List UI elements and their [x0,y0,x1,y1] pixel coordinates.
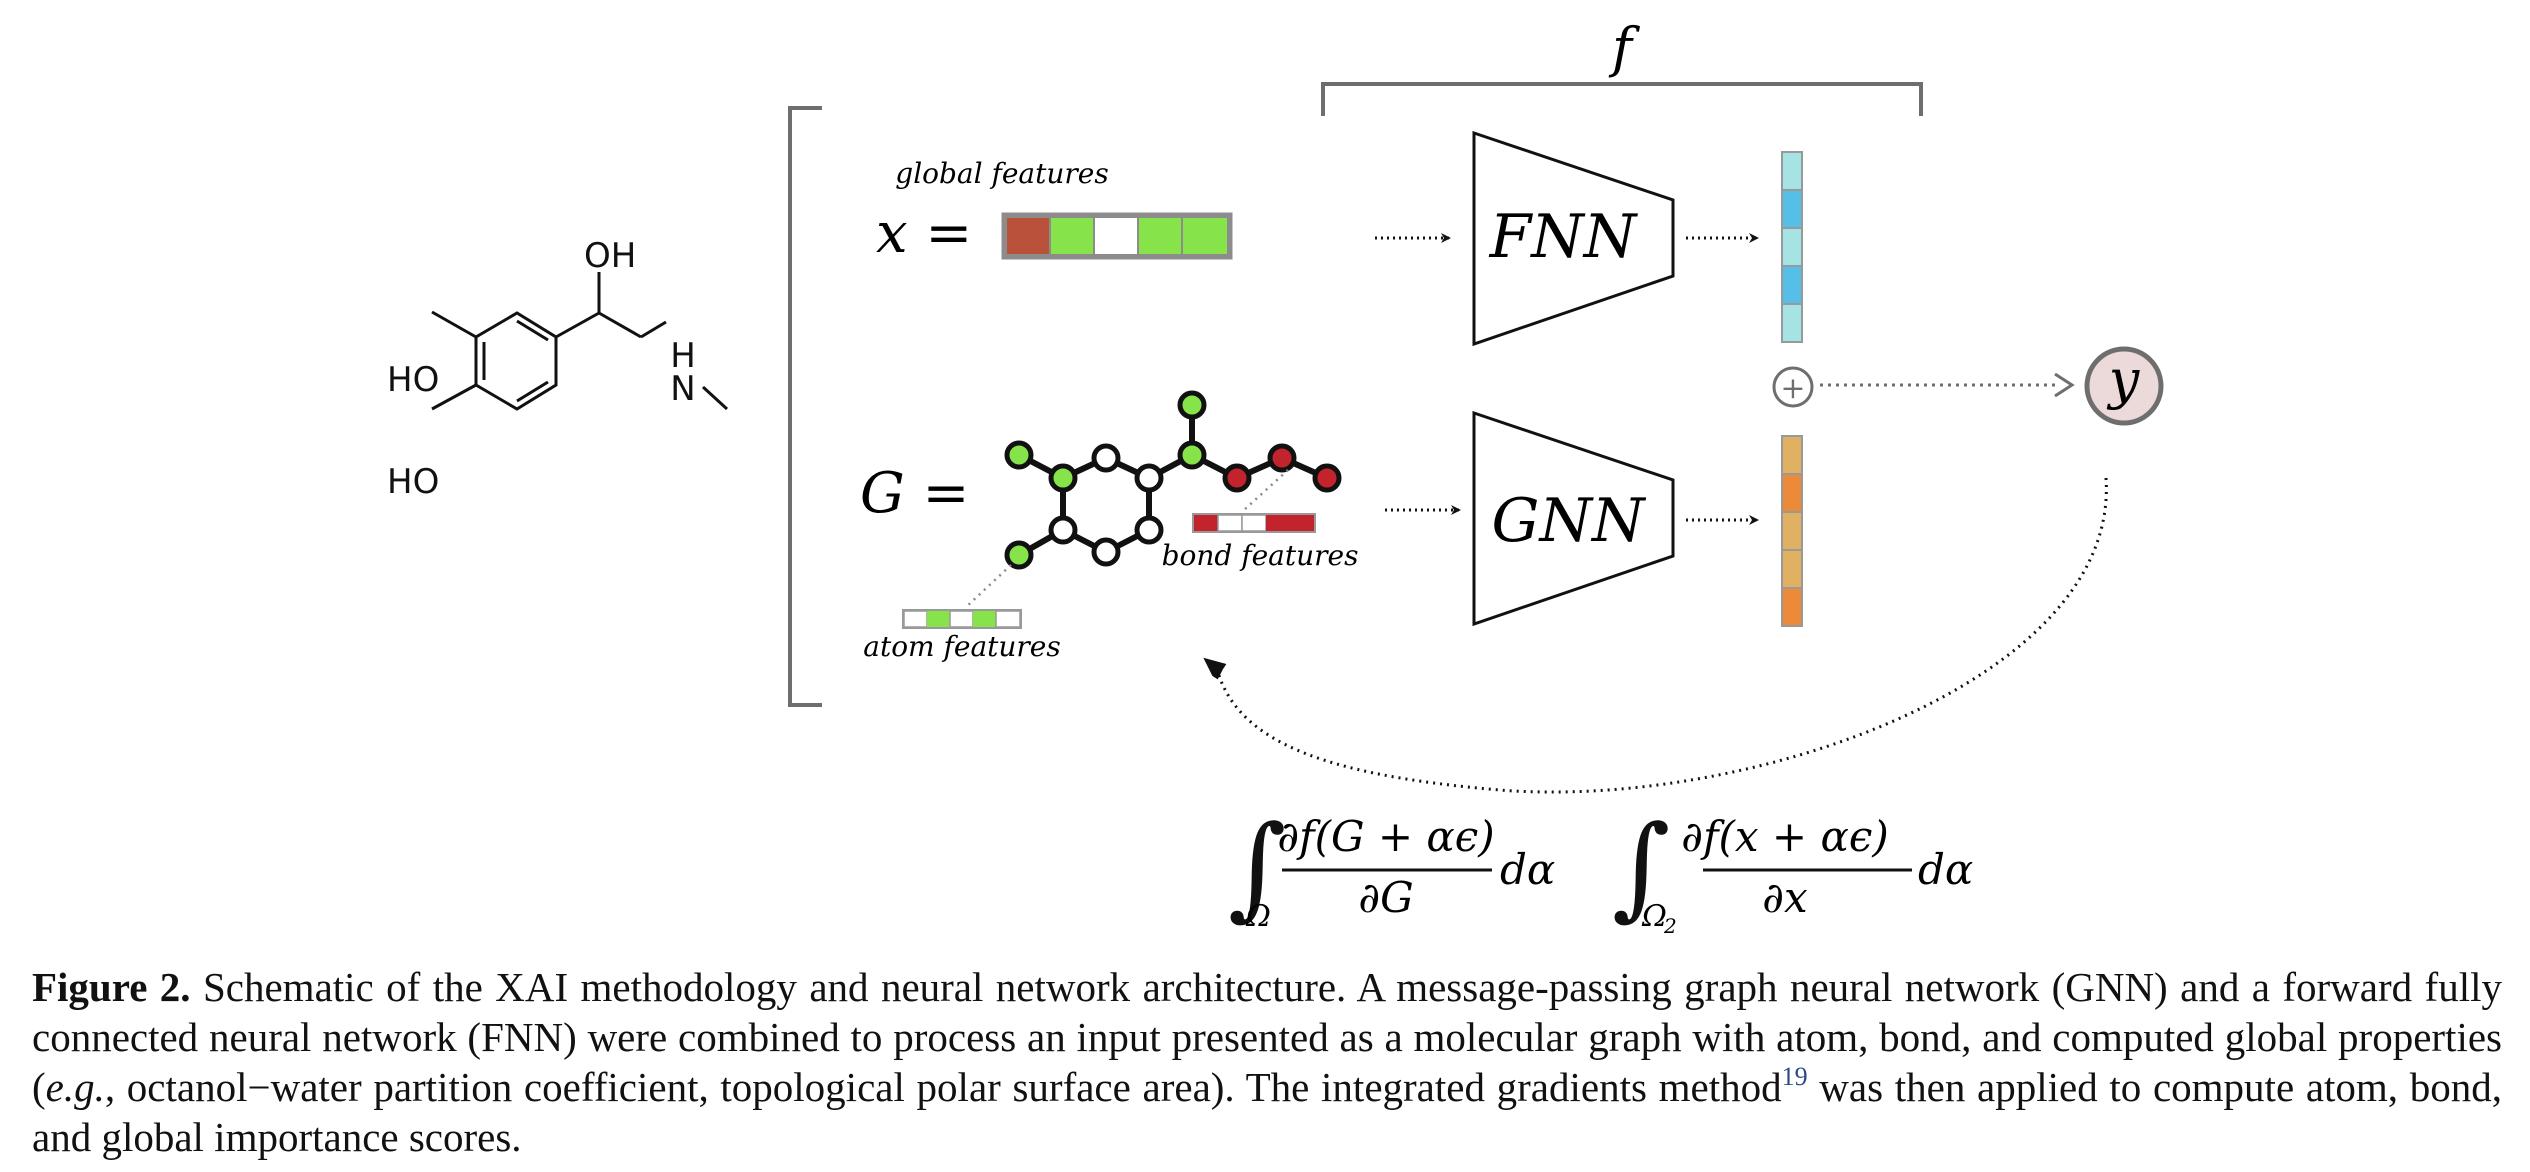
graph-atom-green [1048,463,1078,493]
formula2-subscript: Ω [1641,899,1667,934]
global-feature-cell-green [1137,216,1183,256]
x-equals-label: x = [876,201,972,266]
global-feature-cell-brown [1005,216,1051,256]
arrow-plus-to-y-head [2054,372,2075,398]
atom-features-label: atom features [863,630,1061,663]
molecule-structure [431,272,729,411]
plus-node: + [1772,366,1814,408]
caption-label: Figure 2. [32,964,191,1010]
caption-text-c: was then applied to compute atom, bond, … [32,1064,2502,1160]
bond-feature-cell-red [1194,515,1218,531]
bond-feature-cell-red [1266,515,1290,531]
formula-global-gradient: ∫ Ω 2 ∂f(x + αϵ) ∂x dα [1612,802,1973,938]
bond-features-label: bond features [1162,539,1359,572]
graph-atom-white [1134,463,1164,493]
gnn-label: GNN [1492,486,1647,556]
bond-features-pointer [1243,469,1289,511]
graph-atom-green [1004,440,1034,470]
gradient-feedback-arrow [1213,477,2108,794]
atom-label-n: N [670,369,695,409]
formula2-tail: dα [1918,845,1973,894]
atom-feature-cell-white [995,610,1021,628]
atom-label-ho-bottom: HO [387,462,439,502]
molecular-graph [1004,390,1342,570]
atom-features-pointer [964,564,1012,609]
f-bracket [1321,82,1923,116]
bond-feature-cell-white [1241,514,1267,532]
atom-feature-cell-white [949,610,974,628]
fnn-label: FNN [1489,202,1639,272]
atom-feature-cell-green [927,611,950,627]
f-label: f [1608,16,1640,79]
global-feature-cell-green [1049,216,1095,256]
caption-text-a: Schematic of the XAI methodology and neu… [32,964,2502,1110]
formula1-numerator: ∂f(G + αϵ) [1277,812,1494,861]
integral-sign: ∫ [1612,802,1670,932]
global-features-label: global features [895,157,1108,190]
global-feature-cell-white [1093,216,1139,256]
atom-label-ho-top: HO [387,360,439,400]
input-bracket [788,106,822,707]
gnn-embedding-vector [1781,435,1803,627]
caption-eg: e.g. [45,1064,105,1110]
integral-sign: ∫ [1228,802,1286,932]
gnn-block: GNN [1472,410,1675,627]
graph-atom-white [1091,537,1121,567]
plus-symbol: + [1780,371,1805,406]
atom-label-h: H [670,336,696,376]
graph-atoms [1004,390,1342,570]
molecule-atom-labels: OH H N HO HO [387,236,696,502]
atom-label-oh: OH [584,236,636,276]
graph-atom-white [1091,443,1121,473]
formula2-subscript-index: 2 [1663,914,1677,938]
formula2-numerator: ∂f(x + αϵ) [1681,812,1889,861]
y-label: y [2107,348,2141,411]
graph-atom-green [1177,390,1207,420]
global-feature-cell-green [1181,216,1229,256]
graph-atom-red [1267,443,1297,473]
output-y-node: y [2084,346,2164,426]
bond-feature-cell-red [1290,515,1314,531]
figure-caption: Figure 2. Schematic of the XAI methodolo… [32,962,2502,1162]
formula1-tail: dα [1500,845,1555,894]
graph-atom-red [1312,463,1342,493]
graph-atom-green [1004,540,1034,570]
atom-feature-cell-green [973,611,996,627]
bond-feature-vector [1192,513,1316,533]
fnn-block: FNN [1472,130,1675,347]
global-feature-vector [1001,212,1233,260]
formula1-denominator: ∂G [1358,873,1413,922]
caption-reference[interactable]: 19 [1781,1062,1808,1091]
graph-atom-green [1177,440,1207,470]
graph-atom-red [1222,463,1252,493]
graph-atom-white [1048,515,1078,545]
g-equals-label: G = [860,461,969,526]
formula1-subscript: Ω [1245,899,1271,934]
bond-feature-cell-white [1217,514,1243,532]
gradient-feedback-arrowhead [1203,657,1227,680]
atom-feature-vector [902,609,1022,629]
figure-2-schematic: OH H N HO HO f global features x = G = [387,16,2164,938]
atom-feature-cell-white [903,610,928,628]
graph-atom-white [1134,515,1164,545]
fnn-embedding-vector [1781,151,1803,343]
formula2-denominator: ∂x [1762,873,1808,922]
caption-text-b: , octanol−water partition coefficient, t… [104,1064,1782,1110]
formula-graph-gradient: ∫ Ω ∂f(G + αϵ) ∂G dα [1228,802,1555,934]
